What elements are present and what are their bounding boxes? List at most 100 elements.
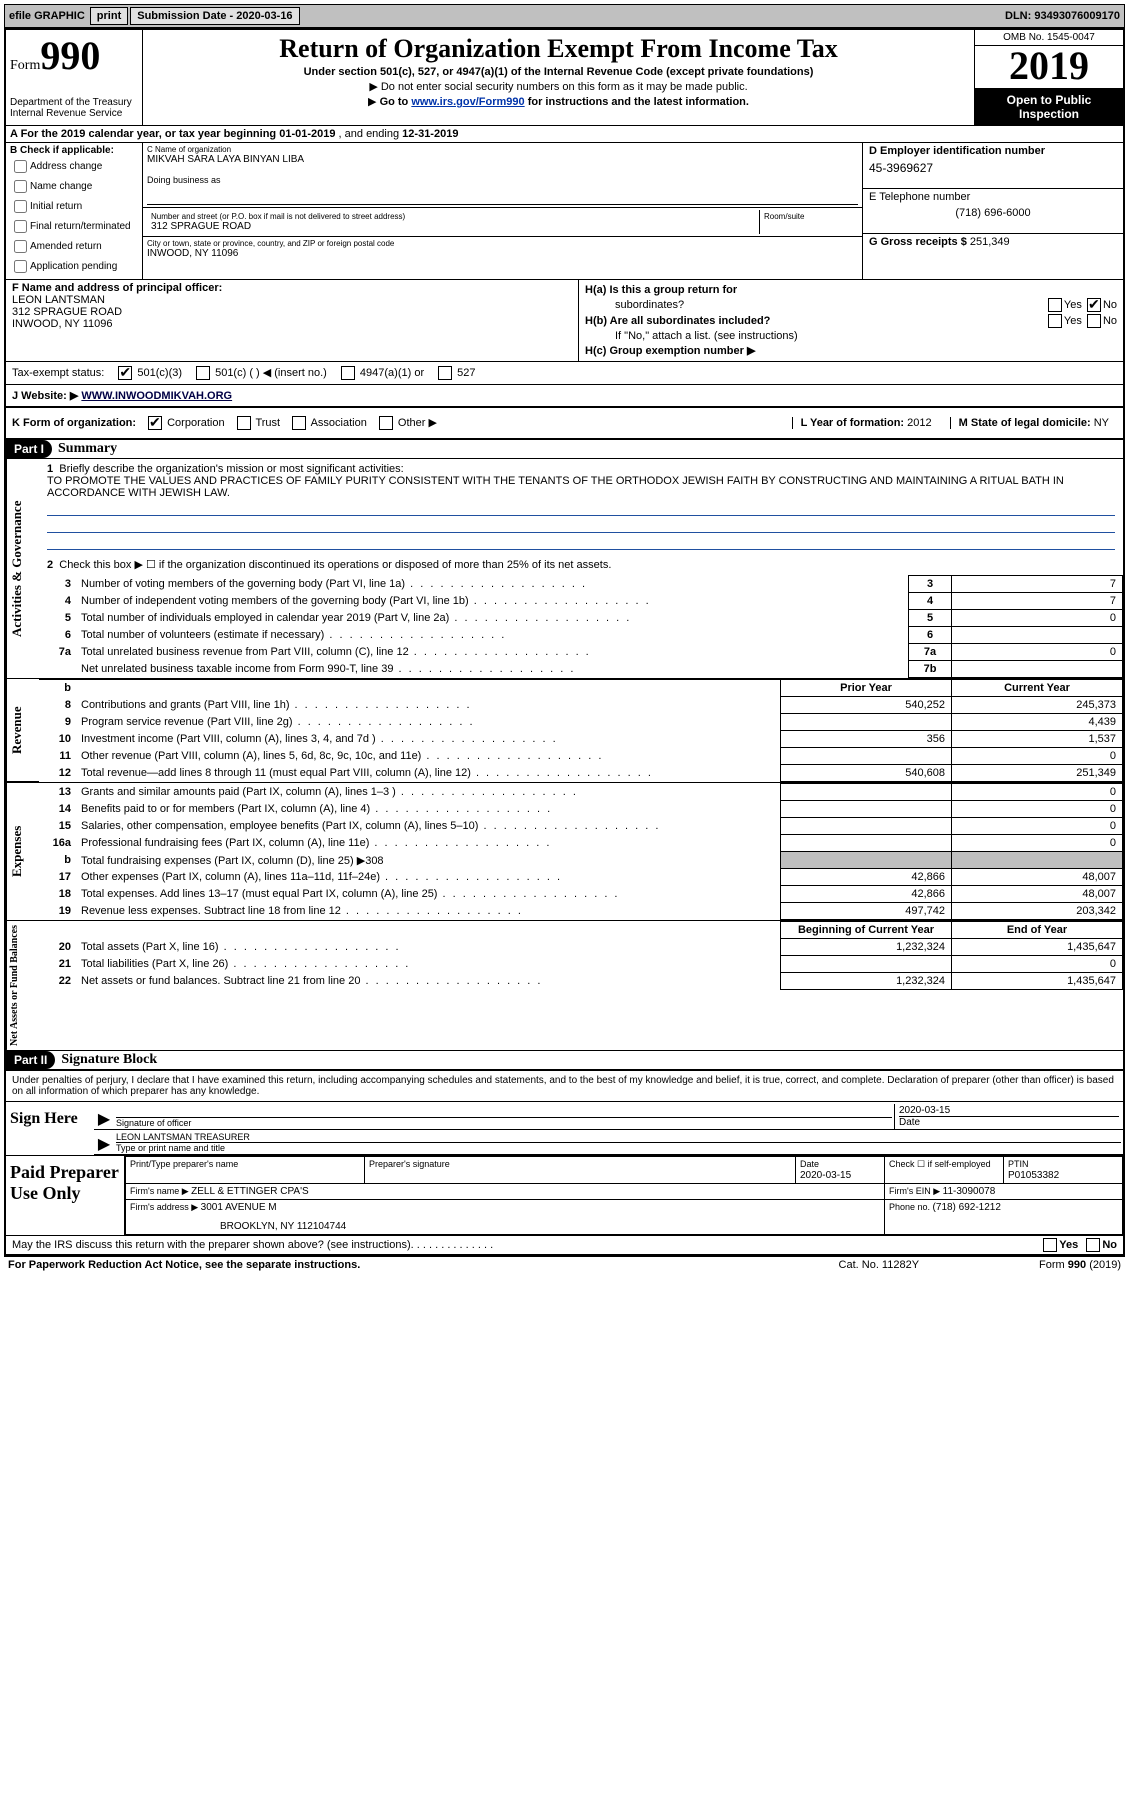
ptin-cell: PTINP01053382 xyxy=(1004,1157,1123,1184)
table-row: 22Net assets or fund balances. Subtract … xyxy=(39,973,1123,990)
efile-label: efile GRAPHIC xyxy=(5,10,89,22)
table-row: 5Total number of individuals employed in… xyxy=(39,610,1123,627)
officer-signature-field[interactable]: Signature of officer xyxy=(114,1102,894,1129)
firm-phone-cell: Phone no. (718) 692-1212 xyxy=(885,1200,1123,1235)
activities-table: 3Number of voting members of the governi… xyxy=(39,575,1123,678)
chk-final-return[interactable]: Final return/terminated xyxy=(10,217,138,236)
org-corporation[interactable] xyxy=(148,416,162,430)
vlabel-netassets: Net Assets or Fund Balances xyxy=(6,921,39,1050)
status-527[interactable] xyxy=(438,366,452,380)
firm-addr-cell: Firm's address ▶ 3001 AVENUE M BROOKLYN,… xyxy=(126,1200,885,1235)
table-row: 19Revenue less expenses. Subtract line 1… xyxy=(39,903,1123,920)
irs-label: Internal Revenue Service xyxy=(10,108,138,119)
mission-text: TO PROMOTE THE VALUES AND PRACTICES OF F… xyxy=(47,475,1064,499)
discuss-row: May the IRS discuss this return with the… xyxy=(6,1236,1123,1254)
revenue-table: b Prior YearCurrent Year 8Contributions … xyxy=(39,679,1123,782)
footer-row: For Paperwork Reduction Act Notice, see … xyxy=(4,1256,1125,1273)
phone-value: (718) 696-6000 xyxy=(869,207,1117,219)
suite-cell: Room/suite xyxy=(760,210,858,234)
status-501c[interactable] xyxy=(196,366,210,380)
hb-yes[interactable] xyxy=(1048,314,1062,328)
ha-no[interactable] xyxy=(1087,298,1101,312)
discuss-yes[interactable] xyxy=(1043,1238,1057,1252)
table-row: 12Total revenue—add lines 8 through 11 (… xyxy=(39,765,1123,782)
chk-name-change[interactable]: Name change xyxy=(10,177,138,196)
sig-date-cell: 2020-03-15 Date xyxy=(894,1104,1123,1129)
dept-treasury: Department of the Treasury xyxy=(10,97,138,108)
table-row: 10Investment income (Part VIII, column (… xyxy=(39,731,1123,748)
website-row: J Website: ▶ WWW.INWOODMIKVAH.ORG xyxy=(6,385,1123,408)
gross-receipts-cell: G Gross receipts $ 251,349 xyxy=(863,234,1123,279)
group-return-block: H(a) Is this a group return for subordin… xyxy=(579,280,1123,361)
subtitle-3: Go to www.irs.gov/Form990 for instructio… xyxy=(149,95,968,108)
table-row: 11Other revenue (Part VIII, column (A), … xyxy=(39,748,1123,765)
sig-arrow-icon-2: ▶ xyxy=(94,1134,114,1154)
top-toolbar: efile GRAPHIC print Submission Date - 20… xyxy=(4,4,1125,28)
status-4947[interactable] xyxy=(341,366,355,380)
hb-no[interactable] xyxy=(1087,314,1101,328)
open-public-badge: Open to PublicInspection xyxy=(975,89,1123,125)
officer-name-field: LEON LANTSMAN TREASURER Type or print na… xyxy=(114,1131,1123,1154)
prep-selfemp-cell: Check ☐ if self-employed xyxy=(885,1157,1004,1184)
vlabel-activities: Activities & Governance xyxy=(6,459,39,678)
table-row: 16aProfessional fundraising fees (Part I… xyxy=(39,835,1123,852)
chk-address-change[interactable]: Address change xyxy=(10,157,138,176)
print-button[interactable]: print xyxy=(90,7,128,25)
paid-preparer-label: Paid Preparer Use Only xyxy=(6,1156,125,1235)
table-row: 8Contributions and grants (Part VIII, li… xyxy=(39,697,1123,714)
irs-link[interactable]: www.irs.gov/Form990 xyxy=(411,96,524,108)
website-link[interactable]: WWW.INWOODMIKVAH.ORG xyxy=(81,390,232,402)
table-row: Net unrelated business taxable income fr… xyxy=(39,661,1123,678)
submission-date-button[interactable]: Submission Date - 2020-03-16 xyxy=(130,7,299,25)
phone-cell: E Telephone number (718) 696-6000 xyxy=(863,189,1123,235)
city-cell: City or town, state or province, country… xyxy=(143,237,862,261)
table-row: 20Total assets (Part X, line 16)1,232,32… xyxy=(39,939,1123,956)
ha-yes[interactable] xyxy=(1048,298,1062,312)
principal-officer: F Name and address of principal officer:… xyxy=(6,280,579,361)
street-address: 312 SPRAGUE ROAD xyxy=(151,221,251,232)
org-name-cell: C Name of organization MIKVAH SARA LAYA … xyxy=(143,143,862,208)
table-row: 9Program service revenue (Part VIII, lin… xyxy=(39,714,1123,731)
ein-cell: D Employer identification number 45-3969… xyxy=(863,143,1123,189)
declaration-text: Under penalties of perjury, I declare th… xyxy=(6,1070,1123,1101)
prep-sig-cell: Preparer's signature xyxy=(365,1157,796,1184)
expenses-table: 13Grants and similar amounts paid (Part … xyxy=(39,783,1123,920)
form-header: Form990 Department of the Treasury Inter… xyxy=(6,30,1123,126)
table-row: bTotal fundraising expenses (Part IX, co… xyxy=(39,852,1123,869)
city-state-zip: INWOOD, NY 11096 xyxy=(147,248,238,259)
mission-block: 1 Briefly describe the organization's mi… xyxy=(39,459,1123,554)
tax-year: 2019 xyxy=(975,46,1123,89)
firm-ein-cell: Firm's EIN ▶ 11-3090078 xyxy=(885,1184,1123,1200)
gross-receipts-value: 251,349 xyxy=(970,236,1010,248)
firm-name-cell: Firm's name ▶ ZELL & ETTINGER CPA'S xyxy=(126,1184,885,1200)
discuss-no[interactable] xyxy=(1086,1238,1100,1252)
status-501c3[interactable] xyxy=(118,366,132,380)
street-cell: Number and street (or P.O. box if mail i… xyxy=(147,210,760,234)
row-a-tax-year: A For the 2019 calendar year, or tax yea… xyxy=(6,126,1123,143)
table-row: 18Total expenses. Add lines 13–17 (must … xyxy=(39,886,1123,903)
form-title: Return of Organization Exempt From Incom… xyxy=(149,34,968,64)
org-association[interactable] xyxy=(292,416,306,430)
form-of-org-row: K Form of organization: Corporation Trus… xyxy=(6,408,1123,440)
col-b-checkboxes: B Check if applicable: Address change Na… xyxy=(6,143,143,279)
form-number: Form990 xyxy=(10,32,138,79)
ein-value: 45-3969627 xyxy=(869,161,1117,175)
table-row: 17Other expenses (Part IX, column (A), l… xyxy=(39,869,1123,886)
prep-date-cell: Date2020-03-15 xyxy=(796,1157,885,1184)
chk-pending[interactable]: Application pending xyxy=(10,257,138,276)
preparer-table: Print/Type preparer's name Preparer's si… xyxy=(125,1156,1123,1235)
part2-header: Part II Signature Block xyxy=(6,1051,1123,1070)
vlabel-revenue: Revenue xyxy=(6,679,39,782)
vlabel-expenses: Expenses xyxy=(6,783,39,920)
chk-amended[interactable]: Amended return xyxy=(10,237,138,256)
table-row: 3Number of voting members of the governi… xyxy=(39,576,1123,593)
sign-here-block: Sign Here ▶ Signature of officer 2020-03… xyxy=(6,1101,1123,1155)
table-row: 15Salaries, other compensation, employee… xyxy=(39,818,1123,835)
org-trust[interactable] xyxy=(237,416,251,430)
table-row: 6Total number of volunteers (estimate if… xyxy=(39,627,1123,644)
chk-initial-return[interactable]: Initial return xyxy=(10,197,138,216)
tax-status-row: Tax-exempt status: 501(c)(3) 501(c) ( ) … xyxy=(6,362,1123,385)
form-990-link: Form 990 (2019) xyxy=(1039,1259,1121,1271)
prep-name-cell: Print/Type preparer's name xyxy=(126,1157,365,1184)
org-other[interactable] xyxy=(379,416,393,430)
